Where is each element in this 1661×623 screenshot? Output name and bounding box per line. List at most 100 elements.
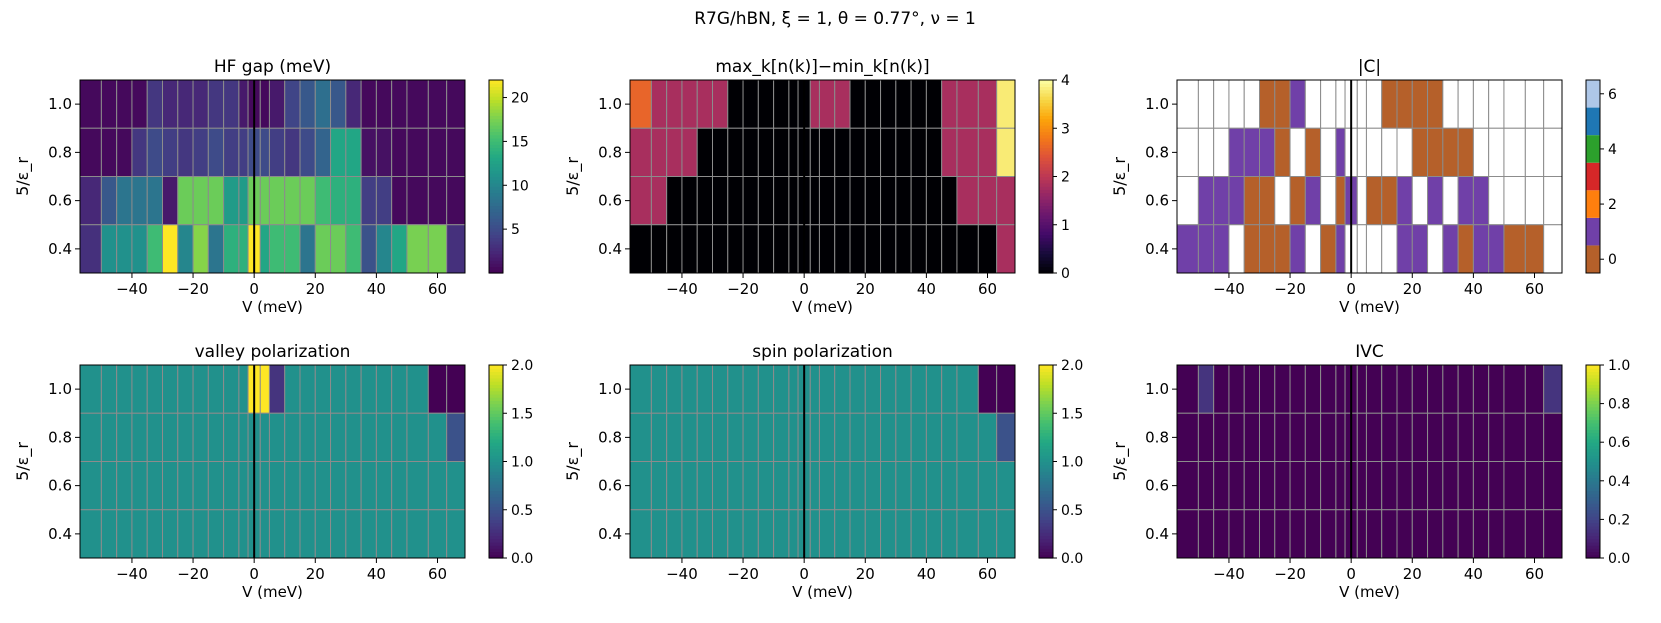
colorbar-segment xyxy=(489,548,503,553)
heatmap-cell xyxy=(1243,224,1260,274)
colorbar-segment xyxy=(1039,96,1053,100)
heatmap-cell xyxy=(1356,176,1367,226)
colorbar-segment xyxy=(489,240,503,245)
colorbar-segment xyxy=(489,231,503,235)
heatmap-cell xyxy=(238,461,249,511)
heatmap-cell xyxy=(314,127,332,177)
heatmap-cell xyxy=(427,127,448,177)
colorbar-segment xyxy=(1586,525,1600,530)
heatmap-cell xyxy=(1411,509,1429,559)
heatmap-cell xyxy=(925,412,943,462)
heatmap-cell xyxy=(1396,461,1413,511)
colorbar-tick-label: 5 xyxy=(511,222,520,238)
colorbar-segment xyxy=(1039,263,1053,268)
colorbar-segment xyxy=(1039,176,1053,181)
colorbar-segment xyxy=(1039,157,1053,162)
heatmap-cell xyxy=(1365,176,1383,226)
heatmap-cell xyxy=(207,176,225,226)
heatmap-cell xyxy=(1396,509,1413,559)
heatmap-cell xyxy=(79,509,102,559)
heatmap-cell xyxy=(100,224,118,274)
colorbar-segment xyxy=(489,442,503,447)
panel-title: IVC xyxy=(1355,342,1384,362)
heatmap-cell xyxy=(757,509,775,559)
colorbar-segment xyxy=(1039,538,1053,543)
heatmap-cell xyxy=(712,79,729,129)
colorbar-segment xyxy=(489,224,503,229)
heatmap-cell xyxy=(880,127,897,177)
heatmap-cell xyxy=(880,79,897,129)
heatmap-cell xyxy=(849,176,866,226)
colorbar-segment xyxy=(1039,218,1053,223)
colorbar-segment xyxy=(489,519,503,524)
heatmap-cell xyxy=(391,79,408,129)
colorbar-tick-label: 1.0 xyxy=(511,455,533,471)
heatmap-cell xyxy=(1442,364,1459,414)
colorbar-segment xyxy=(1586,551,1600,556)
heatmap-cell xyxy=(330,79,347,129)
heatmap-cell xyxy=(818,364,836,414)
heatmap-cell xyxy=(1228,364,1245,414)
panel-title: |C| xyxy=(1358,57,1381,77)
x-axis-label: V (meV) xyxy=(792,583,853,601)
heatmap-cell xyxy=(116,127,133,177)
heatmap-cell xyxy=(910,461,927,511)
colorbar-segment xyxy=(1586,516,1600,520)
x-tick-label: −20 xyxy=(727,565,759,583)
heatmap-cell xyxy=(1274,461,1291,511)
heatmap-cell xyxy=(1176,509,1199,559)
heatmap-cell xyxy=(757,127,775,177)
heatmap-cell xyxy=(1396,176,1413,226)
colorbar-segment xyxy=(489,429,503,434)
colorbar-segment xyxy=(1039,512,1053,517)
x-axis-label: V (meV) xyxy=(242,298,303,316)
heatmap-cell xyxy=(330,509,347,559)
heatmap-cell xyxy=(809,509,820,559)
colorbar-tick-label: 20 xyxy=(511,91,529,107)
colorbar-segment xyxy=(1586,490,1600,495)
heatmap-cell xyxy=(681,79,698,129)
heatmap-cell xyxy=(1259,127,1276,177)
heatmap-cell xyxy=(1176,412,1199,462)
heatmap-cell xyxy=(116,509,133,559)
heatmap-cell xyxy=(1457,79,1474,129)
heatmap-cell xyxy=(1228,412,1245,462)
heatmap-cell xyxy=(345,79,362,129)
heatmap-cell xyxy=(895,509,912,559)
heatmap-cell xyxy=(1197,127,1215,177)
heatmap-cell xyxy=(1243,176,1260,226)
heatmap-cell xyxy=(1320,224,1337,274)
heatmap-cell xyxy=(1524,364,1545,414)
colorbar-tick-label: 0 xyxy=(1061,266,1070,282)
heatmap-cell xyxy=(910,364,927,414)
x-tick-label: 0 xyxy=(799,280,809,298)
heatmap-cell xyxy=(299,509,316,559)
colorbar-segment xyxy=(1586,455,1600,459)
colorbar-segment xyxy=(1039,260,1053,264)
heatmap-cell xyxy=(696,412,714,462)
colorbar-segment xyxy=(489,365,503,369)
colorbar-segment xyxy=(489,410,503,414)
heatmap-cell xyxy=(259,176,270,226)
y-tick-label: 0.8 xyxy=(598,143,622,161)
heatmap-cell xyxy=(1228,79,1245,129)
heatmap-cell xyxy=(1259,79,1276,129)
x-axis-label: V (meV) xyxy=(792,298,853,316)
heatmap-cell xyxy=(742,79,759,129)
panel-title: spin polarization xyxy=(752,342,893,362)
heatmap-cell xyxy=(1524,461,1545,511)
colorbar-segment xyxy=(1039,247,1053,252)
heatmap-cell xyxy=(177,79,194,129)
colorbar-segment xyxy=(1039,137,1053,142)
heatmap-cell xyxy=(880,224,897,274)
colorbar-segment xyxy=(1586,377,1600,382)
colorbar-segment xyxy=(1586,442,1600,447)
colorbar-segment xyxy=(1039,509,1053,514)
colorbar-tick-label: 2.0 xyxy=(511,358,533,374)
heatmap-cell xyxy=(162,364,179,414)
colorbar-segment xyxy=(1039,435,1053,440)
colorbar-segment xyxy=(489,432,503,437)
colorbar-segment xyxy=(1586,419,1600,424)
heatmap-cell xyxy=(1472,127,1490,177)
heatmap-cell xyxy=(446,127,466,177)
